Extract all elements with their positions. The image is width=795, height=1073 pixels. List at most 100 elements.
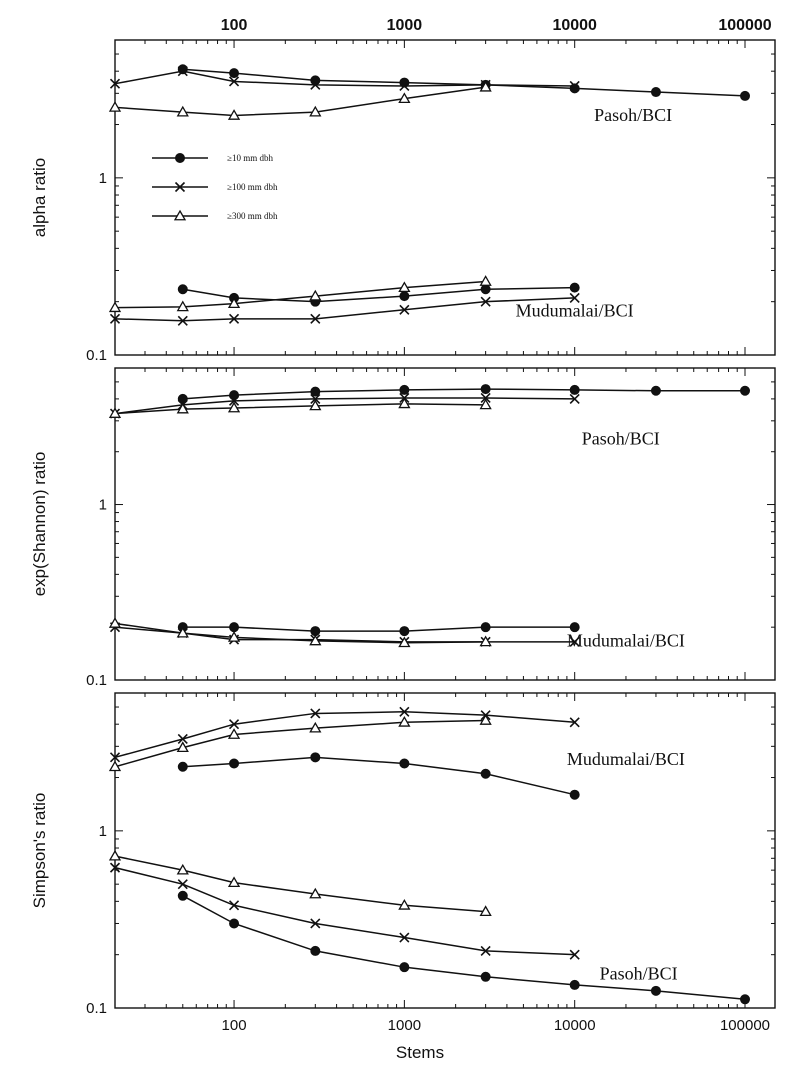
data-point-x bbox=[177, 66, 188, 77]
data-point-triangle bbox=[227, 401, 241, 413]
series-line bbox=[114, 86, 486, 117]
data-point-circle bbox=[229, 390, 240, 401]
data-point-circle bbox=[399, 758, 410, 769]
data-point-x bbox=[310, 313, 321, 324]
data-point-circle bbox=[480, 971, 491, 982]
panel-frame bbox=[114, 367, 776, 681]
data-point-x bbox=[228, 76, 240, 87]
data-point-x bbox=[399, 932, 410, 943]
data-point-circle bbox=[650, 985, 661, 996]
data-point-triangle bbox=[309, 399, 322, 411]
data-point-circle bbox=[569, 979, 580, 990]
data-point-circle bbox=[569, 622, 580, 633]
series-line bbox=[182, 626, 575, 632]
data-point-x bbox=[569, 292, 580, 303]
series-group-label: Pasoh/BCI bbox=[600, 963, 678, 983]
series-pasoh-bcitriangle bbox=[108, 397, 492, 418]
data-point-circle bbox=[569, 282, 580, 293]
data-point-circle bbox=[480, 384, 491, 395]
data-point-x bbox=[177, 733, 188, 745]
data-point-triangle bbox=[173, 209, 187, 221]
data-point-triangle bbox=[227, 876, 241, 888]
data-point-triangle bbox=[398, 898, 411, 910]
y-axis-title: Simpson's ratio bbox=[30, 793, 49, 909]
series-pasoh-bcitriangle bbox=[108, 849, 492, 917]
y-tick-label: 0.1 bbox=[86, 672, 107, 689]
data-point-circle bbox=[399, 626, 410, 637]
data-point-x bbox=[399, 304, 410, 315]
legend-label: ≥300 mm dbh bbox=[227, 211, 278, 221]
legend-label: ≥100 mm dbh bbox=[227, 182, 278, 192]
data-point-triangle bbox=[108, 101, 122, 112]
data-point-circle bbox=[399, 384, 410, 395]
y-tick-label: 1 bbox=[99, 823, 107, 840]
data-point-x bbox=[480, 296, 491, 307]
data-point-circle bbox=[650, 385, 661, 396]
data-point-x bbox=[310, 918, 321, 929]
data-point-triangle bbox=[108, 849, 122, 861]
data-point-triangle bbox=[479, 398, 492, 410]
data-point-x bbox=[174, 181, 186, 193]
data-point-triangle bbox=[176, 300, 189, 312]
top-x-tick-label: 100 bbox=[221, 17, 248, 34]
data-point-triangle bbox=[227, 297, 241, 309]
series-line bbox=[114, 280, 486, 309]
data-point-x bbox=[569, 393, 580, 404]
series-pasoh-bcicircle bbox=[177, 64, 751, 101]
series-group-label: Mudumalai/BCI bbox=[567, 749, 685, 769]
series-mudumalai-bcicircle bbox=[177, 752, 580, 800]
series-line bbox=[114, 403, 486, 415]
series-line bbox=[114, 719, 486, 768]
panel-1: 0.1 1 100 1000 10000 100000 alpha ratio Pasoh/B… bbox=[30, 17, 776, 364]
data-point-circle bbox=[740, 994, 751, 1005]
series-pasoh-bcitriangle bbox=[108, 80, 492, 120]
data-point-circle bbox=[740, 385, 751, 396]
data-point-circle bbox=[229, 68, 240, 79]
data-point-triangle bbox=[108, 760, 122, 772]
data-point-circle bbox=[177, 890, 188, 901]
y-tick-label: 0.1 bbox=[86, 1000, 107, 1017]
data-point-triangle bbox=[398, 397, 411, 409]
data-point-circle bbox=[480, 622, 491, 633]
x-tick-label: 100 bbox=[222, 1017, 247, 1034]
series-group-label: Pasoh/BCI bbox=[594, 105, 672, 125]
x-tick-label: 1000 bbox=[388, 1017, 421, 1034]
data-point-x bbox=[569, 636, 580, 647]
data-point-circle bbox=[399, 291, 410, 302]
data-point-triangle bbox=[176, 402, 189, 414]
data-point-triangle bbox=[176, 105, 189, 117]
data-point-circle bbox=[569, 789, 580, 800]
data-point-triangle bbox=[479, 275, 492, 286]
data-point-circle bbox=[310, 752, 321, 763]
series-mudumalai-bcitriangle bbox=[108, 714, 492, 772]
data-point-x bbox=[228, 395, 240, 406]
data-point-circle bbox=[310, 75, 321, 86]
series-pasoh-bcix bbox=[109, 66, 580, 92]
data-point-x bbox=[228, 900, 240, 911]
data-point-circle bbox=[229, 758, 240, 769]
data-point-triangle bbox=[398, 715, 411, 727]
data-point-x bbox=[480, 945, 491, 956]
data-point-triangle bbox=[108, 617, 122, 628]
series-mudumalai-bcitriangle bbox=[108, 617, 492, 648]
data-point-triangle bbox=[398, 92, 411, 104]
data-point-triangle bbox=[479, 80, 492, 92]
data-point-triangle bbox=[479, 905, 492, 917]
data-point-triangle bbox=[108, 301, 122, 313]
data-point-x bbox=[177, 879, 188, 890]
data-point-x bbox=[228, 719, 240, 730]
data-point-circle bbox=[229, 622, 240, 633]
data-point-circle bbox=[569, 384, 580, 395]
series-line bbox=[182, 388, 746, 400]
data-point-triangle bbox=[108, 407, 122, 418]
data-point-triangle bbox=[309, 105, 322, 117]
series-line bbox=[114, 866, 575, 956]
series-line bbox=[182, 895, 746, 1001]
data-point-triangle bbox=[398, 636, 411, 648]
series-mudumalai-bcicircle bbox=[177, 622, 580, 637]
data-point-circle bbox=[175, 153, 185, 163]
panel-2: 0.1 1 exp(Shannon) ratio Pasoh/BCI Mudumalai… bbox=[30, 367, 776, 689]
data-point-triangle bbox=[398, 281, 411, 293]
x-tick-label: 100000 bbox=[720, 1017, 770, 1034]
data-point-x bbox=[399, 80, 410, 92]
